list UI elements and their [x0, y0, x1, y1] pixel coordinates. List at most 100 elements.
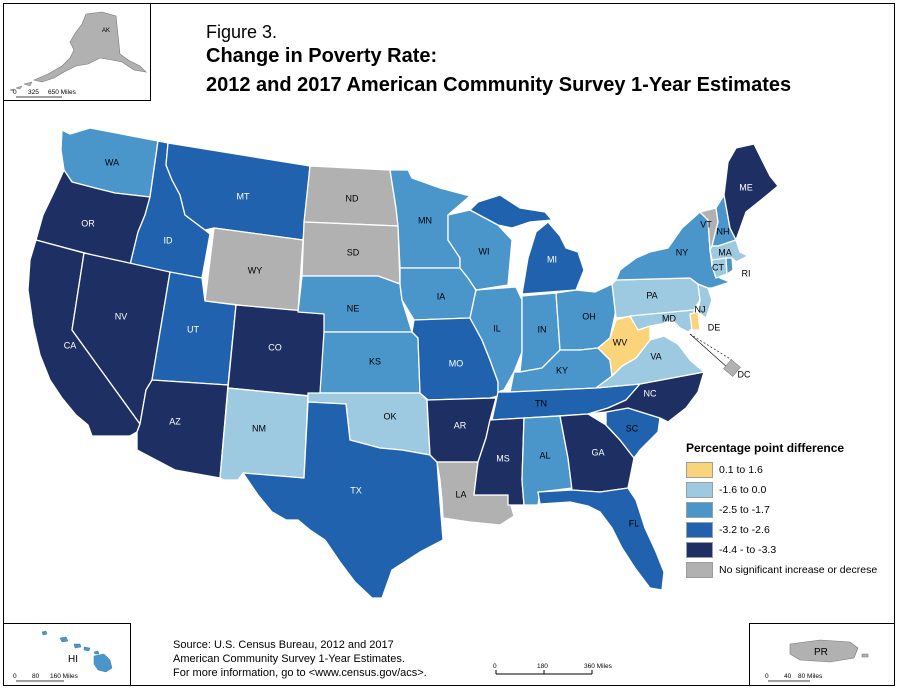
label-mn: MN [418, 215, 432, 225]
label-ny: NY [676, 247, 689, 257]
source-line-1: Source: U.S. Census Bureau, 2012 and 201… [173, 639, 394, 651]
label-mo: MO [449, 358, 464, 368]
puerto-rico-inset: PR 0 40 80 Miles [749, 623, 895, 686]
source-line-2: American Community Survey 1-Year Estimat… [173, 653, 405, 665]
label-in: IN [538, 324, 547, 334]
legend-label: -3.2 to -2.6 [719, 524, 770, 536]
label-pa: PA [646, 290, 657, 300]
label-ri: RI [742, 268, 751, 278]
label-wi: WI [479, 246, 490, 256]
label-ct: CT [712, 262, 724, 272]
legend-label: 0.1 to 1.6 [719, 464, 763, 476]
label-al: AL [539, 450, 550, 460]
dc-leader-line-dashed [689, 333, 733, 361]
scale-hi-0: 0 [13, 673, 17, 680]
legend-swatch [686, 562, 713, 578]
state-mi [521, 221, 585, 295]
label-ky: KY [556, 365, 568, 375]
legend-item: 0.1 to 1.6 [686, 461, 877, 479]
label-vt: VT [700, 219, 712, 229]
label-il: IL [493, 323, 501, 333]
label-id: ID [164, 235, 174, 245]
legend-item: -3.2 to -2.6 [686, 521, 877, 539]
legend-swatch [686, 502, 713, 518]
source-note: Source: U.S. Census Bureau, 2012 and 201… [173, 638, 427, 680]
label-ms: MS [496, 453, 510, 463]
scale-pr-0: 0 [765, 673, 769, 680]
label-hi: HI [68, 654, 78, 665]
legend-swatch [686, 462, 713, 478]
scale-main-360: 360 Miles [584, 663, 613, 670]
legend: Percentage point difference 0.1 to 1.6 -… [686, 441, 877, 581]
legend-item: -4.4 - to -3.3 [686, 541, 877, 559]
state-nc [587, 371, 705, 423]
label-nv: NV [115, 311, 128, 321]
scale-hi-80: 80 [32, 673, 40, 680]
label-mt: MT [237, 191, 250, 201]
label-wa: WA [105, 157, 119, 167]
scale-ak-0: 0 [13, 89, 17, 96]
state-ri [725, 257, 734, 275]
label-de: DE [708, 322, 721, 332]
label-or: OR [81, 218, 95, 228]
legend-label: -1.6 to 0.0 [719, 484, 767, 496]
scale-ak-325: 325 [28, 89, 39, 96]
label-ut: UT [187, 324, 199, 334]
state-mi-up [469, 194, 553, 229]
state-ct [711, 257, 728, 279]
scale-pr-80: 80 Miles [798, 673, 823, 680]
label-co: CO [268, 342, 282, 352]
legend-swatch [686, 542, 713, 558]
label-va: VA [650, 351, 661, 361]
state-pr [789, 639, 869, 663]
label-fl: FL [629, 518, 640, 528]
title-line-2: 2012 and 2017 American Community Survey … [206, 74, 792, 96]
legend-item: No significant increase or decrese [686, 561, 877, 579]
scale-main-180: 180 [537, 663, 548, 670]
label-ca: CA [64, 340, 77, 350]
label-ak: AK [102, 28, 110, 34]
map-frame [3, 3, 895, 686]
state-ga [559, 413, 635, 493]
label-az: AZ [169, 416, 181, 426]
hawaii-inset: HI 0 80 160 Miles [3, 623, 131, 686]
legend-label: -2.5 to -1.7 [719, 504, 770, 516]
label-oh: OH [582, 311, 596, 321]
label-md: MD [662, 313, 676, 323]
aleutian-islands [9, 81, 33, 92]
state-az [136, 379, 229, 479]
label-tn: TN [535, 398, 547, 408]
alaska-inset: AK 0 325 650 Miles [3, 3, 151, 101]
legend-item: -2.5 to -1.7 [686, 501, 877, 519]
state-fl [537, 487, 665, 591]
scale-pr-40: 40 [784, 673, 792, 680]
legend-swatch [686, 522, 713, 538]
label-ia: IA [437, 291, 446, 301]
main-scale-bar: 0 180 360 Miles [493, 663, 613, 675]
label-ma: MA [718, 247, 732, 257]
label-nc: NC [644, 388, 657, 398]
label-ga: GA [591, 447, 604, 457]
state-hi [41, 630, 113, 673]
label-wv: WV [613, 337, 628, 347]
alaska-map: AK 0 325 650 Miles [9, 11, 147, 98]
label-pr: PR [814, 647, 828, 658]
hawaii-map: HI 0 80 160 Miles [13, 630, 113, 682]
label-ok: OK [383, 411, 396, 421]
state-wv [597, 315, 651, 377]
title-line-1: Change in Poverty Rate: [206, 45, 438, 67]
legend-swatch [686, 482, 713, 498]
label-tx: TX [350, 485, 362, 495]
legend-label: No significant increase or decrese [719, 564, 878, 576]
state-tx [242, 401, 444, 599]
label-wy: WY [248, 265, 263, 275]
label-sd: SD [347, 247, 360, 257]
scale-main-0: 0 [493, 663, 497, 670]
label-nh: NH [717, 226, 730, 236]
legend-title: Percentage point difference [686, 441, 845, 455]
state-ak [33, 11, 147, 83]
label-mi: MI [547, 254, 557, 264]
puerto-rico-map: PR 0 40 80 Miles [765, 639, 869, 682]
figure-label: Figure 3. [206, 22, 278, 42]
